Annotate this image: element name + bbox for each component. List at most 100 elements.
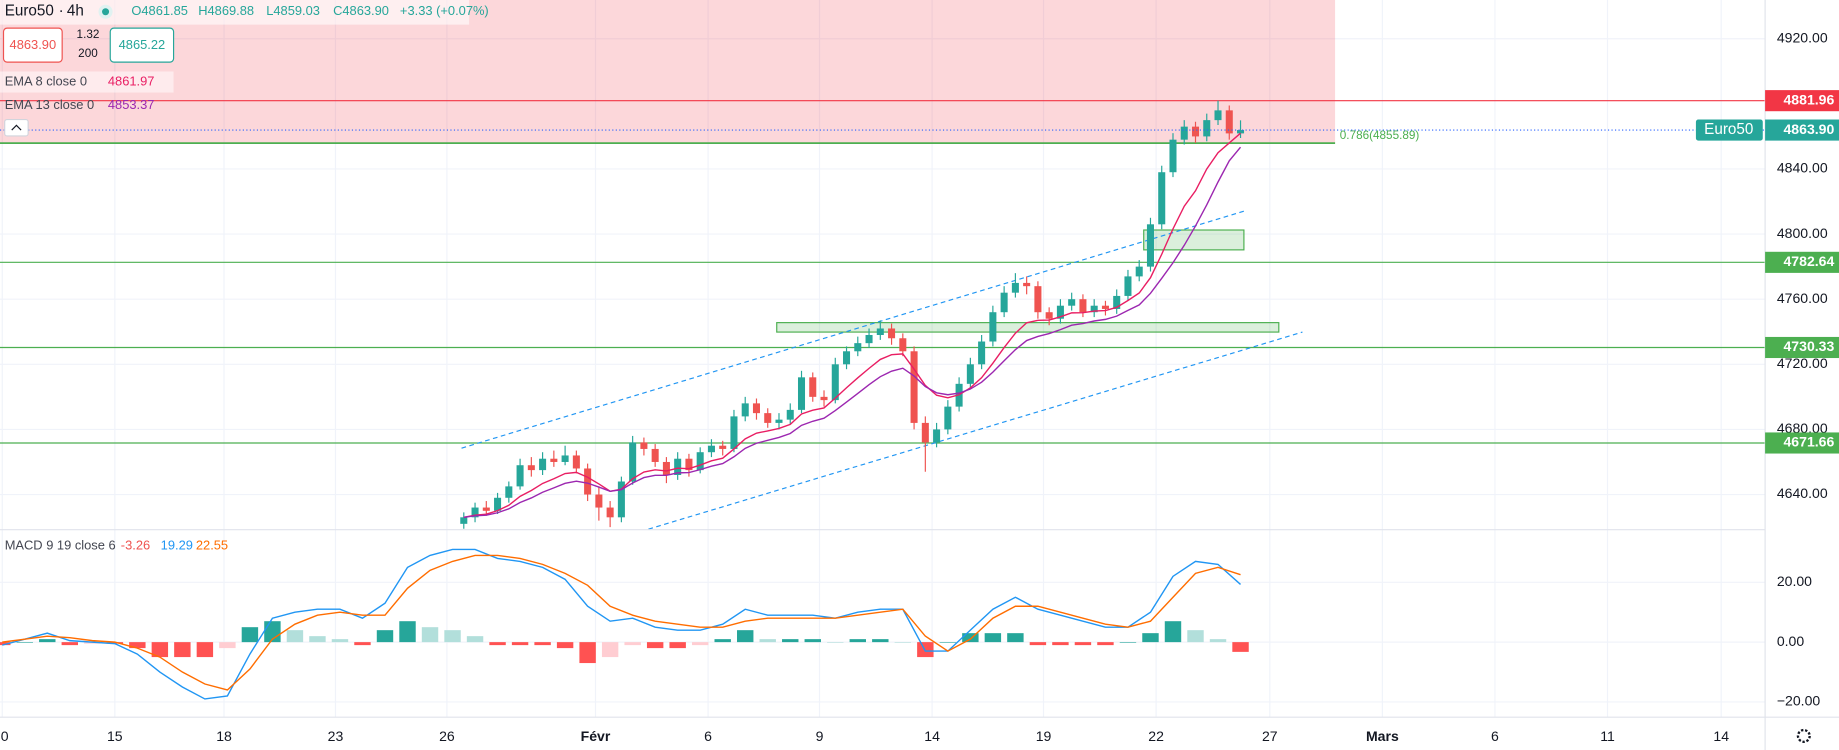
histogram-bar	[489, 642, 506, 646]
candle-body	[1079, 299, 1087, 313]
candle-body	[752, 403, 760, 414]
histogram-bar	[1142, 633, 1159, 643]
macd-hist-value: -3.26	[121, 538, 150, 553]
candle-body	[1169, 139, 1177, 173]
x-tick-label: 11	[1600, 728, 1615, 744]
histogram-bar	[601, 642, 619, 658]
candle-body	[786, 409, 794, 420]
header-bg	[0, 0, 470, 25]
candle-body	[933, 429, 941, 443]
histogram-bar	[376, 630, 394, 643]
histogram-bar	[1232, 642, 1249, 652]
histogram-bar	[691, 642, 709, 646]
candle-body	[1158, 172, 1166, 225]
x-tick-label: Févr	[581, 728, 611, 744]
channel-line	[648, 331, 1303, 530]
x-tick-label: 9	[816, 728, 824, 744]
histogram-bar	[39, 639, 56, 643]
symbol: Euro50	[5, 3, 54, 20]
y-tick-label: 4800.00	[1777, 225, 1828, 241]
level-label-box	[1765, 90, 1839, 112]
zone-box	[776, 322, 1280, 333]
last-price-box	[1765, 119, 1839, 141]
histogram-bar	[84, 642, 101, 644]
candle-body	[494, 497, 502, 511]
candle-body	[876, 328, 884, 336]
histogram-bar	[106, 642, 124, 644]
candle-body	[527, 465, 535, 471]
histogram-bar	[61, 642, 79, 646]
x-tick-label: 22	[1148, 728, 1164, 744]
x-tick-label: 27	[1262, 728, 1278, 744]
candle-body	[1101, 305, 1109, 309]
histogram-bar	[1052, 642, 1069, 646]
interval: 4h	[67, 3, 84, 20]
candle-body	[741, 403, 749, 417]
x-tick-label: 23	[328, 728, 344, 744]
candle-body	[606, 507, 614, 518]
ohlc-low: L4859.03	[266, 3, 320, 18]
candle-body	[674, 458, 682, 475]
histogram-bar	[849, 639, 866, 643]
histogram-bar	[1164, 621, 1182, 643]
histogram-bar	[129, 642, 146, 649]
buy-button[interactable]	[109, 27, 175, 63]
level-label: 4782.64	[1784, 253, 1835, 269]
x-tick-label: 18	[216, 728, 232, 744]
histogram-bar	[714, 639, 731, 643]
histogram-bar	[782, 639, 799, 643]
histogram-bar	[759, 639, 776, 643]
level-label: 4730.33	[1784, 338, 1835, 354]
histogram-bar	[1007, 633, 1024, 643]
candle-body	[707, 445, 715, 453]
y-tick-label: 4840.00	[1777, 160, 1828, 176]
ema13-legend: EMA 13 close 0	[5, 97, 95, 112]
level-label-box	[1765, 336, 1839, 359]
histogram-bar	[1187, 630, 1204, 643]
histogram-bar	[894, 642, 912, 643]
histogram-bar	[151, 642, 169, 658]
candle-body	[989, 312, 997, 342]
candle-body	[1191, 126, 1200, 137]
histogram-bar	[444, 630, 461, 643]
x-tick-label: 14	[1713, 728, 1729, 744]
sell-price: 4863.90	[10, 37, 57, 52]
ohlc-open: O4861.85	[131, 3, 188, 18]
histogram-bar	[1097, 642, 1114, 646]
histogram-bar	[1119, 642, 1137, 643]
candle-body	[561, 455, 569, 462]
settings-icon[interactable]	[1796, 728, 1811, 743]
level-label-box	[1765, 251, 1839, 273]
candle-body	[651, 448, 659, 462]
candle-body	[831, 364, 839, 401]
candle-body	[797, 377, 806, 410]
level-label-box	[1765, 432, 1839, 454]
candle-body	[1225, 110, 1233, 134]
ema8-legend: EMA 8 close 0	[5, 73, 87, 88]
histogram-bar	[556, 642, 574, 649]
candle-body	[865, 335, 873, 344]
collapse-button[interactable]	[4, 118, 29, 137]
x-tick-label: 26	[439, 728, 455, 744]
candle-body	[482, 507, 490, 511]
histogram-bar	[646, 642, 664, 649]
y-tick-label: 4720.00	[1777, 355, 1828, 371]
candle-body	[1034, 286, 1042, 313]
histogram-bar	[421, 627, 439, 643]
candle-body	[1000, 292, 1008, 313]
candle-body	[1090, 305, 1098, 313]
candle-body	[1011, 282, 1019, 293]
histogram-bar	[984, 633, 1002, 643]
candle-body	[505, 486, 513, 498]
sell-button[interactable]	[2, 27, 63, 63]
candle-body	[595, 494, 603, 508]
macd-value: 19.29	[161, 538, 193, 553]
quantity[interactable]: 200	[78, 47, 98, 60]
histogram-bar	[16, 642, 33, 643]
zone-box	[1143, 229, 1245, 251]
candle-body	[696, 452, 704, 471]
y-tick-label: 4640.00	[1777, 485, 1828, 501]
status-dot	[102, 8, 110, 16]
candle-body	[899, 338, 907, 352]
